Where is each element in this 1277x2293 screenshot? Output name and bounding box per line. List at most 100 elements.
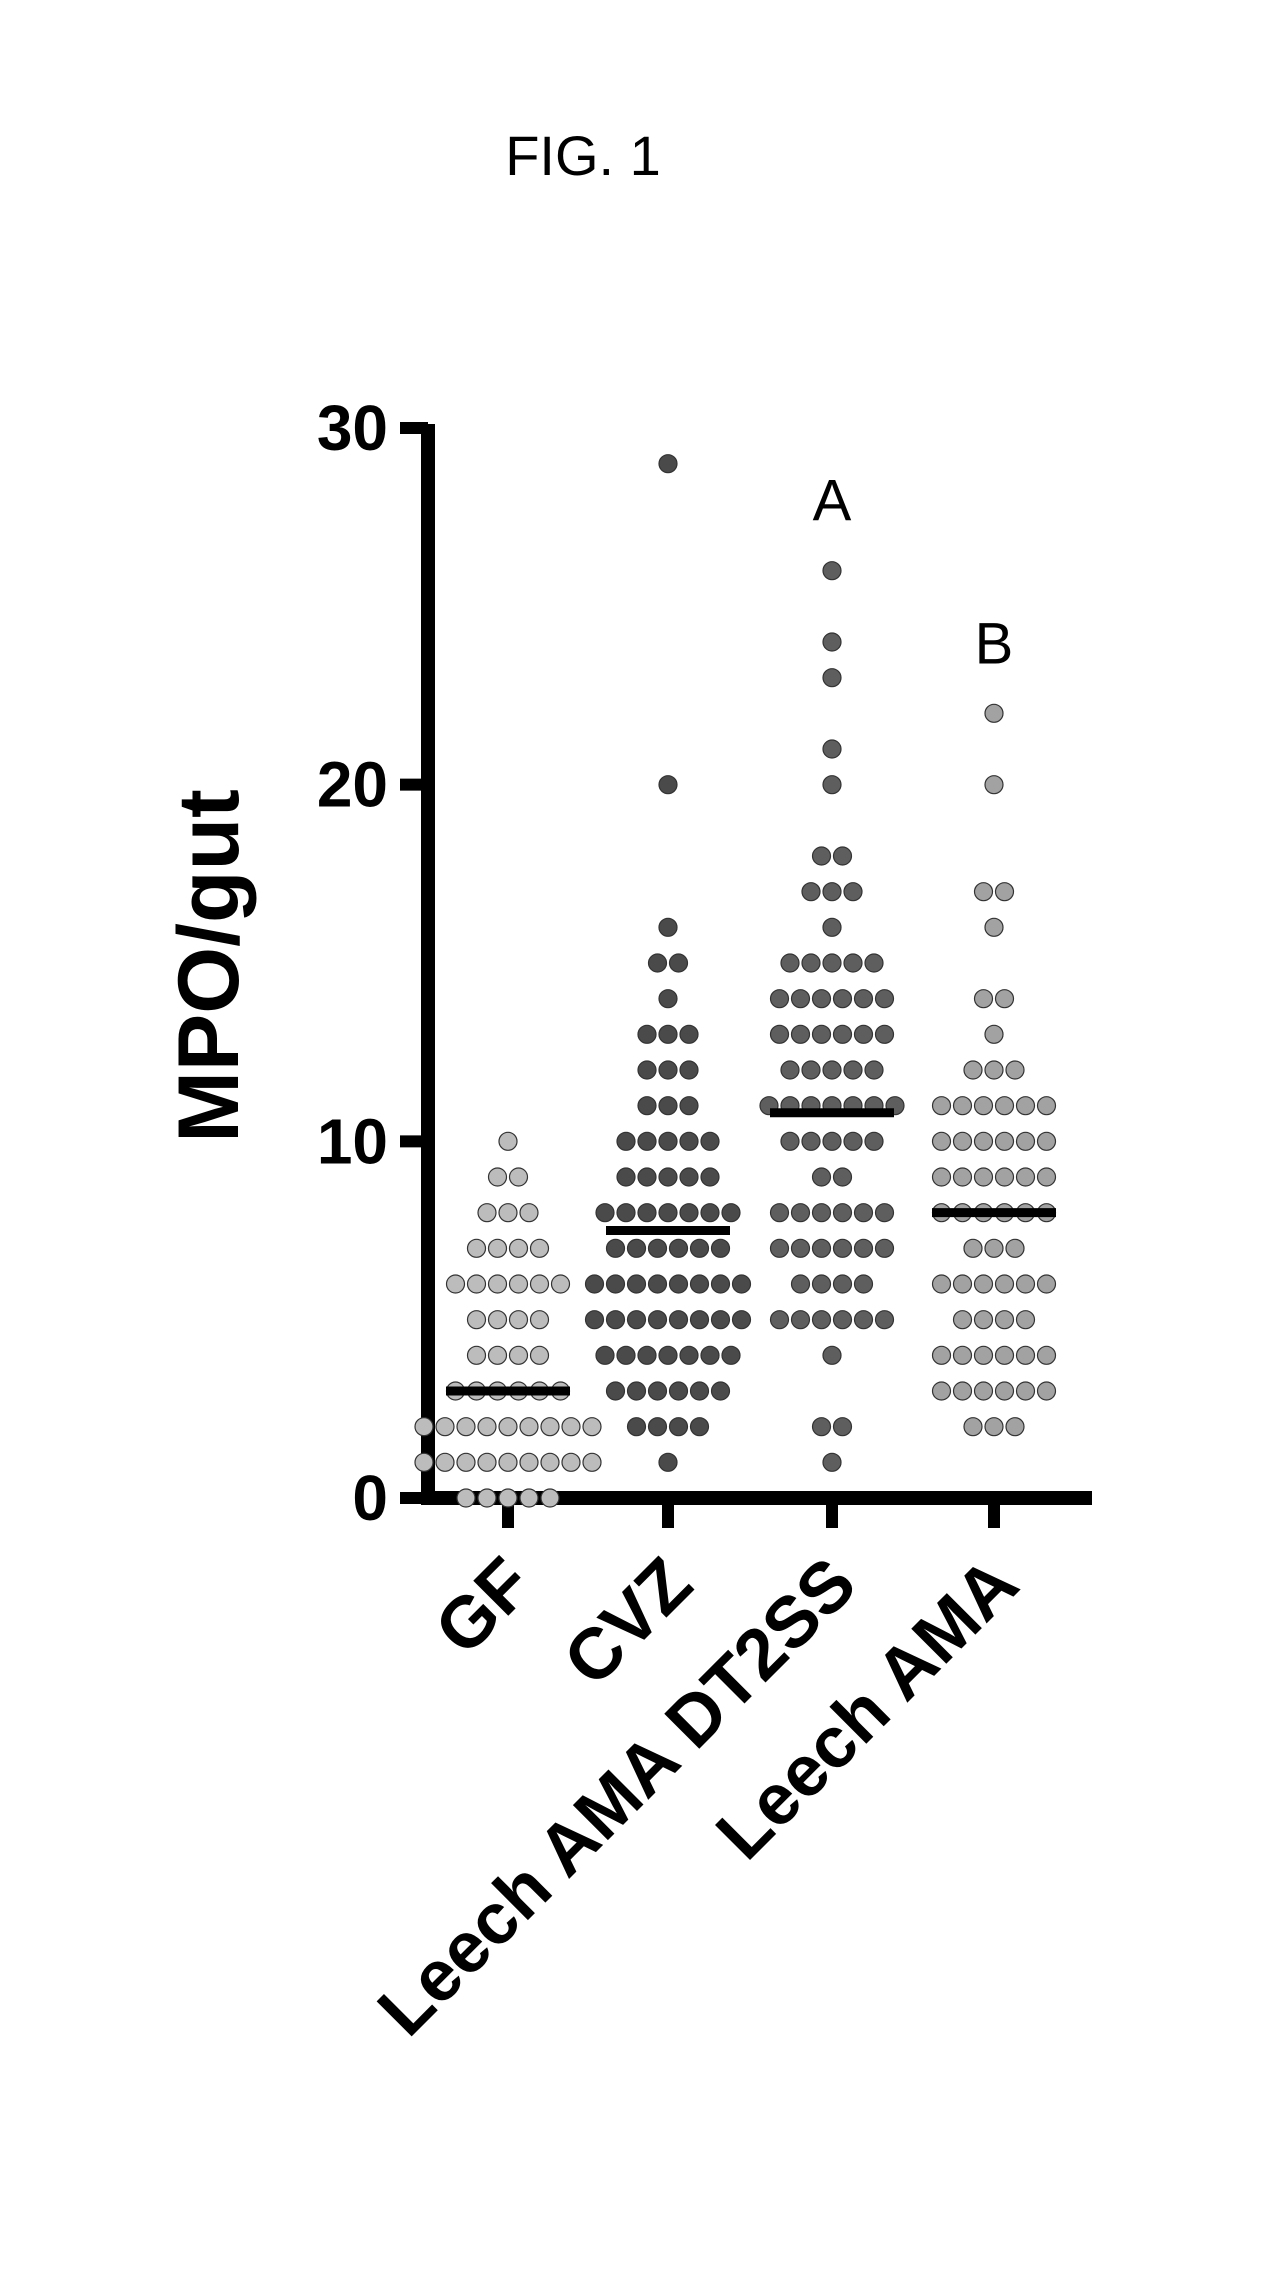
data-point	[415, 1453, 433, 1471]
y-tick-label: 0	[352, 1462, 388, 1534]
data-point	[670, 954, 688, 972]
data-point	[975, 883, 993, 901]
data-point	[1038, 1382, 1056, 1400]
data-point	[813, 1275, 831, 1293]
data-point	[954, 1311, 972, 1329]
data-point	[996, 1168, 1014, 1186]
data-point	[823, 883, 841, 901]
figure-title: FIG. 1	[505, 124, 661, 187]
data-point	[722, 1346, 740, 1364]
data-point	[954, 1382, 972, 1400]
data-point	[985, 1418, 1003, 1436]
data-point	[489, 1275, 507, 1293]
data-point	[1038, 1346, 1056, 1364]
data-point	[834, 1418, 852, 1436]
data-point	[531, 1311, 549, 1329]
data-point	[844, 1061, 862, 1079]
data-point	[933, 1097, 951, 1115]
data-point	[499, 1418, 517, 1436]
data-point	[628, 1239, 646, 1257]
data-point	[617, 1346, 635, 1364]
data-point	[586, 1311, 604, 1329]
data-point	[975, 1311, 993, 1329]
data-point	[607, 1275, 625, 1293]
data-point	[680, 1025, 698, 1043]
data-point	[531, 1346, 549, 1364]
data-point	[638, 1097, 656, 1115]
data-point	[659, 776, 677, 794]
data-point	[447, 1275, 465, 1293]
data-point	[520, 1453, 538, 1471]
data-point	[1038, 1275, 1056, 1293]
data-point	[985, 1061, 1003, 1079]
data-point	[670, 1239, 688, 1257]
data-point	[771, 1239, 789, 1257]
data-point	[1017, 1346, 1035, 1364]
data-point	[659, 1168, 677, 1186]
data-point	[659, 990, 677, 1008]
data-point	[659, 1204, 677, 1222]
data-point	[659, 1097, 677, 1115]
data-point	[638, 1132, 656, 1150]
data-point	[975, 1382, 993, 1400]
data-point	[583, 1418, 601, 1436]
data-point	[802, 883, 820, 901]
data-point	[659, 918, 677, 936]
data-point	[415, 1418, 433, 1436]
data-point	[771, 1311, 789, 1329]
data-point	[1038, 1097, 1056, 1115]
data-point	[499, 1132, 517, 1150]
data-point	[834, 847, 852, 865]
data-point	[607, 1239, 625, 1257]
data-point	[628, 1382, 646, 1400]
data-point	[562, 1453, 580, 1471]
data-point	[722, 1204, 740, 1222]
data-point	[865, 1132, 883, 1150]
data-point	[823, 1453, 841, 1471]
data-point	[792, 1025, 810, 1043]
data-point	[680, 1061, 698, 1079]
data-point	[1017, 1311, 1035, 1329]
data-point	[436, 1418, 454, 1436]
y-axis-label: MPO/gut	[161, 789, 257, 1143]
data-point	[680, 1097, 698, 1115]
data-point	[1017, 1132, 1035, 1150]
data-point	[638, 1346, 656, 1364]
data-point	[802, 1061, 820, 1079]
data-point	[638, 1061, 656, 1079]
data-point	[680, 1132, 698, 1150]
data-point	[680, 1168, 698, 1186]
data-point	[781, 954, 799, 972]
data-point	[468, 1275, 486, 1293]
data-point	[649, 1311, 667, 1329]
data-point	[933, 1168, 951, 1186]
data-point	[531, 1275, 549, 1293]
y-tick-label: 20	[317, 749, 388, 821]
data-point	[954, 1275, 972, 1293]
data-point	[659, 1025, 677, 1043]
data-point	[813, 1025, 831, 1043]
data-point	[996, 990, 1014, 1008]
data-point	[975, 1097, 993, 1115]
series-annotation: B	[975, 611, 1014, 676]
data-point	[712, 1239, 730, 1257]
series-annotation: A	[813, 469, 852, 534]
data-point	[1038, 1132, 1056, 1150]
data-point	[617, 1168, 635, 1186]
data-point	[478, 1453, 496, 1471]
data-point	[541, 1418, 559, 1436]
data-point	[876, 1311, 894, 1329]
data-point	[975, 1346, 993, 1364]
data-point	[520, 1204, 538, 1222]
data-point	[771, 1025, 789, 1043]
data-point	[1006, 1239, 1024, 1257]
data-point	[541, 1489, 559, 1507]
data-point	[733, 1275, 751, 1293]
data-point	[996, 1311, 1014, 1329]
data-point	[975, 1168, 993, 1186]
data-point	[499, 1489, 517, 1507]
data-point	[964, 1061, 982, 1079]
data-point	[499, 1204, 517, 1222]
data-point	[802, 1132, 820, 1150]
data-point	[996, 1382, 1014, 1400]
